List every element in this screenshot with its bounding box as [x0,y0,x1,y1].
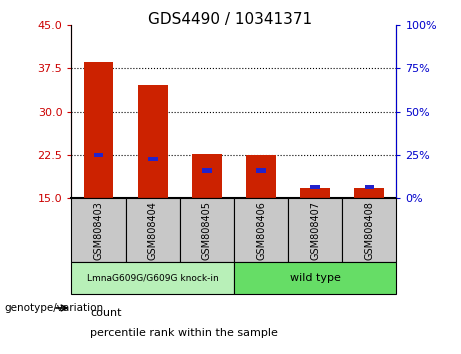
Bar [202,169,212,172]
Text: percentile rank within the sample: percentile rank within the sample [90,328,278,338]
Text: GSM808407: GSM808407 [310,201,320,259]
Bar [148,157,158,161]
Text: wild type: wild type [290,273,341,283]
Bar [234,262,396,294]
Text: GSM808408: GSM808408 [364,201,374,259]
Bar [94,153,103,157]
Text: GSM808405: GSM808405 [202,201,212,259]
Text: count: count [90,308,121,318]
Bar [342,198,396,262]
Bar [138,86,168,198]
Bar [300,188,330,198]
Bar [180,198,234,262]
Text: LmnaG609G/G609G knock-in: LmnaG609G/G609G knock-in [87,273,219,282]
Bar [125,198,180,262]
Bar [288,198,342,262]
Text: GSM808403: GSM808403 [94,201,104,259]
Bar [365,185,374,189]
Bar [234,198,288,262]
Bar [83,62,113,198]
Bar [192,154,222,198]
Bar [71,198,125,262]
Bar [71,262,234,294]
Bar [310,185,320,189]
Text: GSM808406: GSM808406 [256,201,266,259]
Text: genotype/variation: genotype/variation [5,303,104,313]
Bar [246,155,276,198]
Text: GDS4490 / 10341371: GDS4490 / 10341371 [148,12,313,27]
Bar [256,169,266,172]
Bar [355,188,384,198]
Text: GSM808404: GSM808404 [148,201,158,259]
